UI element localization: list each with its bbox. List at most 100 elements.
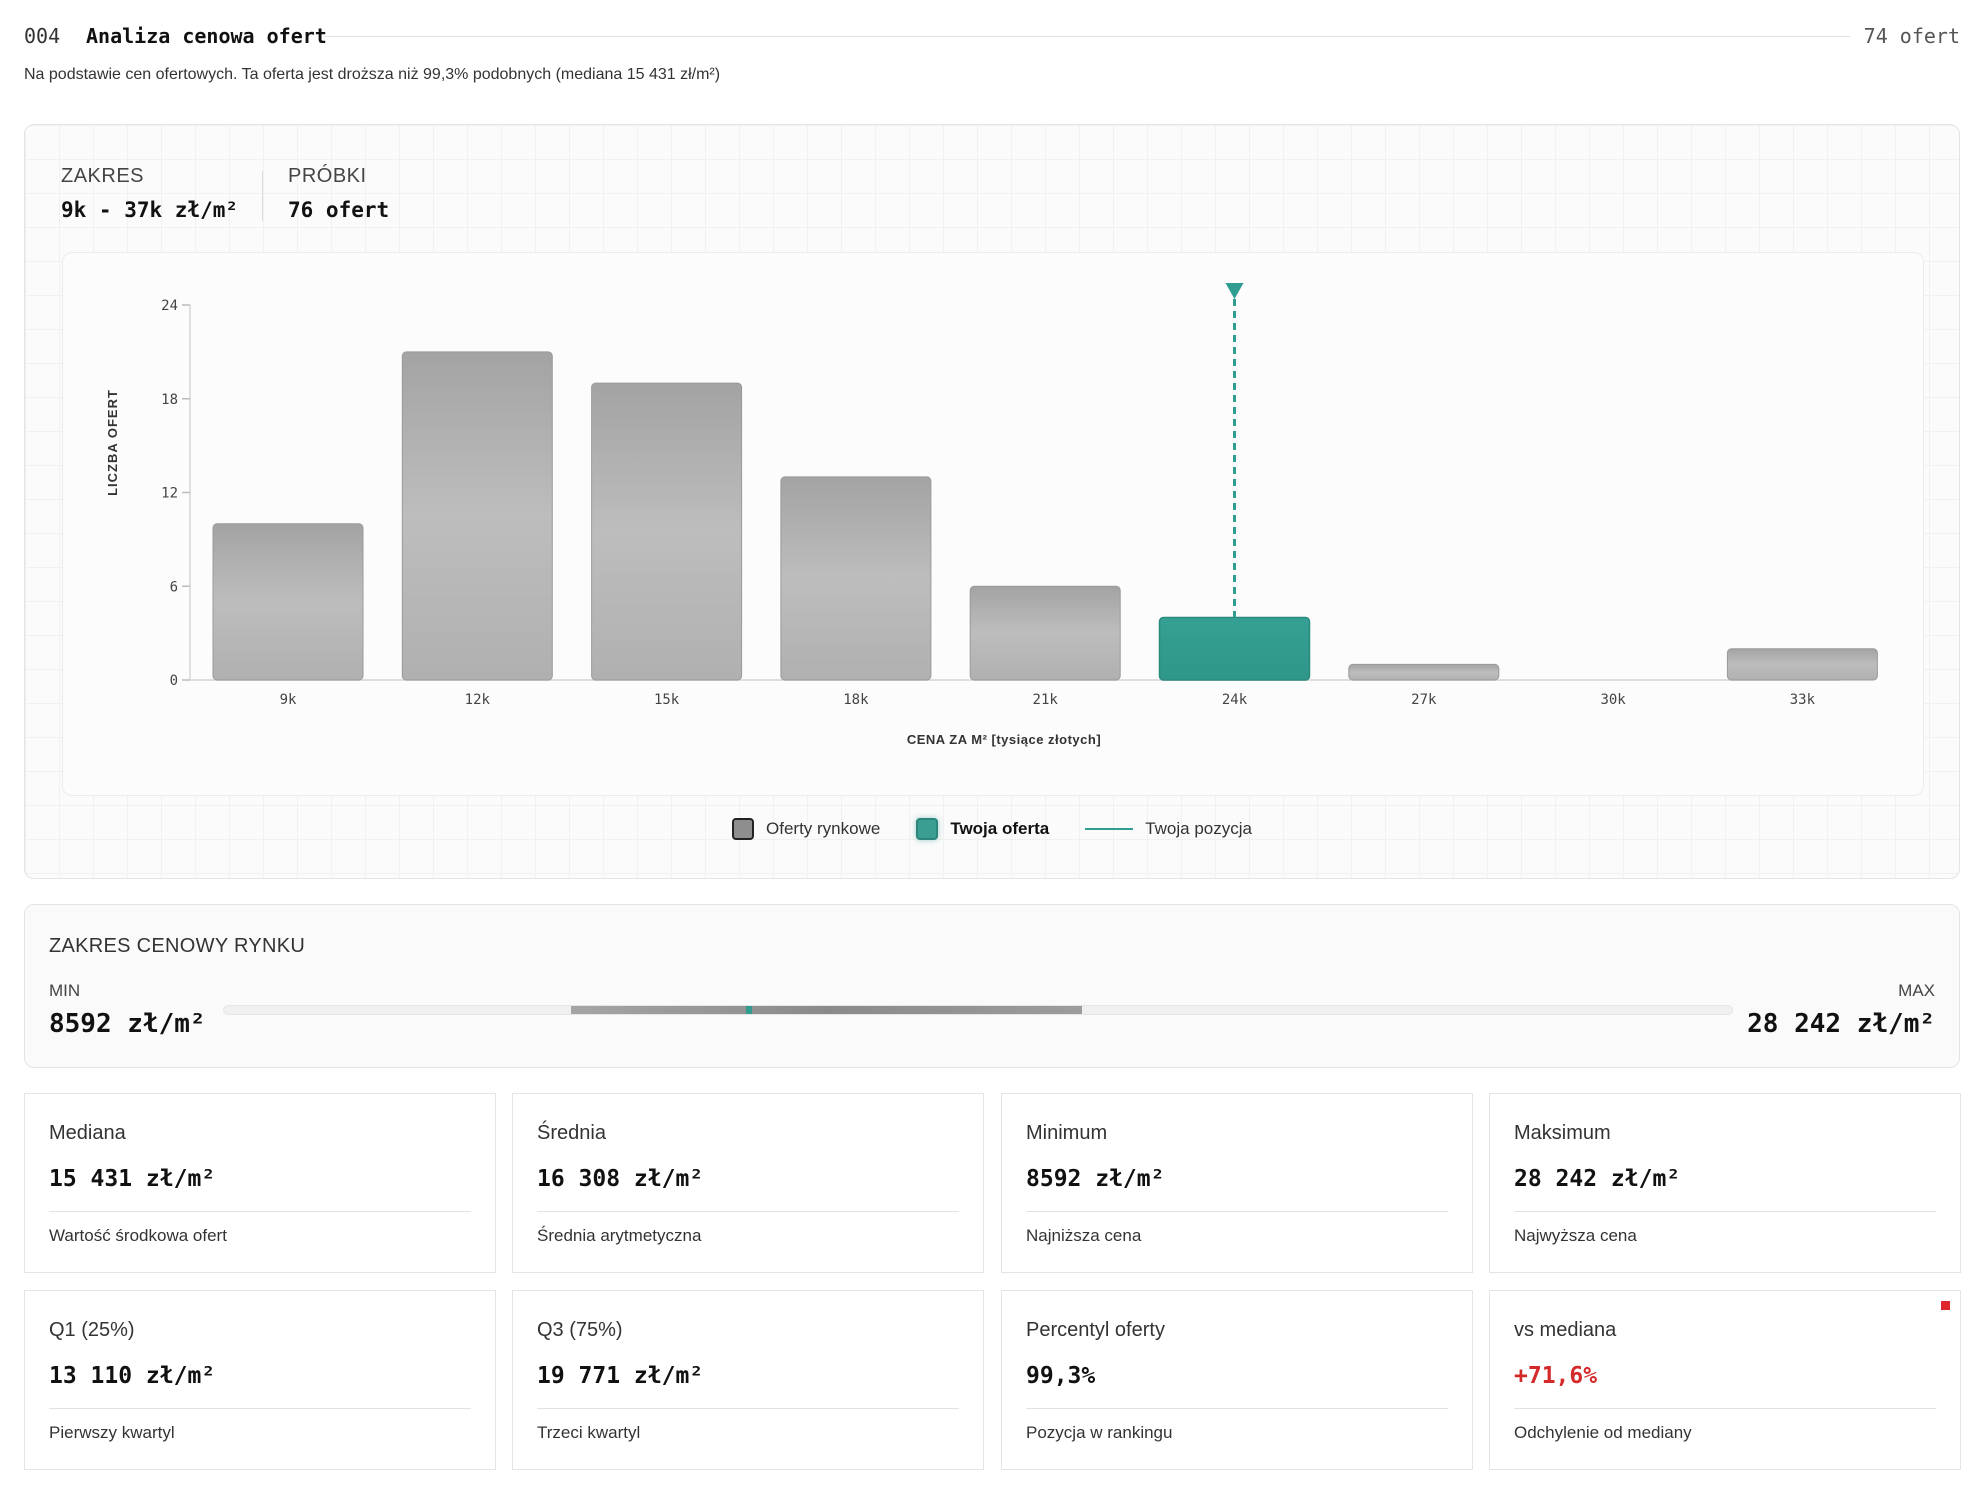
section-title: Analiza cenowa ofert [86, 24, 327, 48]
legend-market-label: Oferty rynkowe [766, 819, 881, 838]
tile-percentile-value: 99,3% [1026, 1363, 1096, 1389]
price-range-median-marker [745, 1006, 752, 1014]
range-max-label: MAX [1898, 981, 1935, 1000]
legend-position: Twoja pozycja [1085, 819, 1252, 839]
tile-divider [1026, 1408, 1448, 1409]
price-range-card: ZAKRES CENOWY RYNKU MIN MAX 8592 zł/m² 2… [24, 904, 1960, 1068]
tile-divider [1514, 1211, 1936, 1212]
alert-indicator [1941, 1301, 1950, 1310]
x-tick-label: 9k [280, 692, 297, 708]
range-summary-value: 9k - 37k zł/m² [61, 198, 239, 222]
x-axis-label: CENA ZA M² [tysiące złotych] [907, 732, 1101, 747]
section-number: 004 [24, 24, 61, 48]
tile-maximum: Maksimum 28 242 zł/m² Najwyższa cena [1489, 1093, 1961, 1273]
x-tick-label: 15k [654, 692, 680, 708]
legend-position-line [1085, 828, 1134, 830]
tile-mean-label: Średnia [537, 1122, 606, 1144]
chart-legend: Oferty rynkowe Twoja oferta Twoja pozycj… [25, 818, 1959, 840]
samples-summary: PRÓBKI 76 ofert [288, 165, 389, 222]
x-tick-label: 24k [1222, 692, 1248, 708]
tile-maximum-label: Maksimum [1514, 1122, 1611, 1144]
market-bar [401, 351, 553, 681]
tile-divider [49, 1408, 471, 1409]
y-tick-label: 0 [170, 673, 178, 689]
price-range-title: ZAKRES CENOWY RYNKU [49, 935, 306, 957]
tile-percentile: Percentyl oferty 99,3% Pozycja w ranking… [1001, 1290, 1473, 1470]
range-min-value: 8592 zł/m² [49, 1009, 206, 1039]
market-bar [1348, 663, 1500, 681]
tile-vs-median-value: +71,6% [1514, 1363, 1598, 1389]
position-marker-triangle [1225, 283, 1244, 299]
summary-divider [262, 171, 263, 221]
x-tick-label: 33k [1790, 692, 1816, 708]
market-bar [1726, 648, 1878, 681]
tile-percentile-label: Percentyl oferty [1026, 1319, 1165, 1341]
tile-q1-desc: Pierwszy kwartyl [49, 1423, 175, 1442]
tile-median: Mediana 15 431 zł/m² Wartość środkowa of… [24, 1093, 496, 1273]
range-summary: ZAKRES 9k - 37k zł/m² [61, 165, 238, 222]
tile-divider [537, 1408, 959, 1409]
tile-divider [1026, 1211, 1448, 1212]
tile-q3: Q3 (75%) 19 771 zł/m² Trzeci kwartyl [512, 1290, 984, 1470]
y-axis-label: LICZBA OFERT [105, 389, 120, 496]
tile-minimum: Minimum 8592 zł/m² Najniższa cena [1001, 1093, 1473, 1273]
tile-mean-desc: Średnia arytmetyczna [537, 1226, 702, 1245]
header-divider [324, 36, 1850, 37]
market-bar [212, 523, 364, 681]
tile-q1-label: Q1 (25%) [49, 1319, 135, 1341]
tile-maximum-desc: Najwyższa cena [1514, 1226, 1637, 1245]
tile-divider [537, 1211, 959, 1212]
legend-yours: Twoja oferta [916, 818, 1049, 840]
x-tick-label: 12k [465, 692, 491, 708]
tile-minimum-desc: Najniższa cena [1026, 1226, 1142, 1245]
section-header: 004 Analiza cenowa ofert 74 ofert [24, 22, 1960, 52]
price-range-bar [223, 1005, 1733, 1015]
tile-q3-value: 19 771 zł/m² [537, 1363, 704, 1389]
range-max-value: 28 242 zł/m² [1747, 1009, 1935, 1039]
range-summary-label: ZAKRES [61, 165, 145, 187]
y-tick-label: 18 [161, 392, 178, 408]
histogram-svg: 0 6 12 18 24 LICZBA OFERT 9k 12k 15k 18k 21k 24k 27k… [105, 283, 1878, 747]
price-range-iqr [570, 1006, 1082, 1014]
x-tick-label: 27k [1411, 692, 1437, 708]
tile-q1: Q1 (25%) 13 110 zł/m² Pierwszy kwartyl [24, 1290, 496, 1470]
tile-median-label: Mediana [49, 1122, 126, 1144]
tile-vs-median: vs mediana +71,6% Odchylenie od mediany [1489, 1290, 1961, 1470]
tile-minimum-value: 8592 zł/m² [1026, 1166, 1165, 1192]
legend-yours-swatch [916, 818, 939, 840]
tile-percentile-desc: Pozycja w rankingu [1026, 1423, 1173, 1442]
tile-divider [49, 1211, 471, 1212]
market-bar [969, 585, 1121, 681]
tile-vs-median-desc: Odchylenie od mediany [1514, 1423, 1692, 1442]
offer-count: 74 ofert [1863, 24, 1960, 48]
x-tick-label: 30k [1600, 692, 1626, 708]
tile-q3-desc: Trzeci kwartyl [537, 1423, 641, 1442]
tile-maximum-value: 28 242 zł/m² [1514, 1166, 1681, 1192]
histogram-card: ZAKRES 9k - 37k zł/m² PRÓBKI 76 ofert 0 6… [24, 124, 1960, 879]
legend-position-label: Twoja pozycja [1145, 819, 1252, 838]
tile-mean-value: 16 308 zł/m² [537, 1166, 704, 1192]
legend-market-swatch [732, 818, 755, 840]
your-offer-bar [1158, 616, 1311, 681]
legend-yours-label: Twoja oferta [950, 819, 1050, 838]
y-tick-label: 24 [161, 298, 178, 314]
y-tick-label: 12 [161, 486, 178, 502]
market-bar [591, 382, 743, 681]
y-tick-label: 6 [170, 579, 178, 595]
tile-q3-label: Q3 (75%) [537, 1319, 623, 1341]
x-tick-label: 21k [1033, 692, 1059, 708]
histogram-chart: 0 6 12 18 24 LICZBA OFERT 9k 12k 15k 18k 21k 24k 27k… [62, 252, 1924, 796]
tile-q1-value: 13 110 zł/m² [49, 1363, 216, 1389]
tile-mean: Średnia 16 308 zł/m² Średnia arytmetyczn… [512, 1093, 984, 1273]
tile-divider [1514, 1408, 1936, 1409]
x-tick-label: 18k [843, 692, 869, 708]
tile-minimum-label: Minimum [1026, 1122, 1108, 1144]
tile-median-value: 15 431 zł/m² [49, 1166, 216, 1192]
range-min-label: MIN [49, 981, 81, 1000]
section-subtitle: Na podstawie cen ofertowych. Ta oferta j… [24, 66, 721, 83]
tile-vs-median-label: vs mediana [1514, 1319, 1617, 1341]
legend-market: Oferty rynkowe [732, 818, 880, 840]
tile-median-desc: Wartość środkowa ofert [49, 1226, 227, 1245]
samples-summary-value: 76 ofert [288, 198, 390, 222]
market-bar [780, 476, 932, 681]
